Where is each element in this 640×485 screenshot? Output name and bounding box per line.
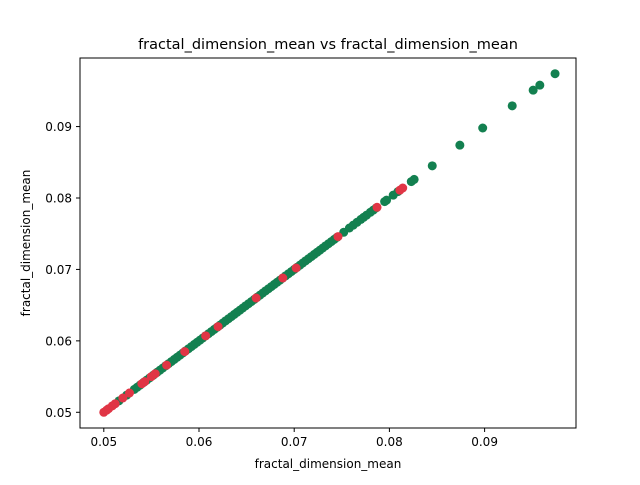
y-tick-label: 0.09 — [45, 120, 72, 134]
data-point — [478, 123, 488, 133]
data-point — [201, 331, 211, 341]
plot-area-frame — [79, 57, 577, 429]
x-tick-label: 0.08 — [376, 435, 403, 449]
data-point — [140, 377, 150, 387]
data-point — [507, 101, 517, 111]
data-point — [162, 360, 172, 370]
y-tick-label: 0.07 — [45, 263, 72, 277]
data-point — [251, 293, 261, 303]
x-tick-label: 0.09 — [471, 435, 498, 449]
data-point — [455, 140, 465, 150]
data-point — [118, 393, 128, 403]
y-tick-label: 0.05 — [45, 406, 72, 420]
data-point — [550, 69, 560, 79]
chart-title: fractal_dimension_mean vs fractal_dimens… — [138, 37, 518, 53]
data-point — [528, 85, 538, 95]
data-point — [291, 263, 301, 273]
data-point — [150, 369, 160, 379]
x-tick-label: 0.07 — [281, 435, 308, 449]
points-layer — [99, 69, 560, 417]
y-tick-label: 0.08 — [45, 192, 72, 206]
data-point — [382, 195, 392, 205]
data-point — [333, 232, 343, 242]
data-point — [427, 161, 437, 171]
data-point — [125, 388, 134, 398]
data-point — [398, 183, 408, 193]
data-point — [213, 322, 223, 332]
data-point — [409, 174, 419, 184]
data-point — [180, 347, 190, 357]
data-point — [110, 399, 120, 409]
y-axis-label: fractal_dimension_mean — [19, 170, 33, 317]
data-point — [278, 273, 288, 283]
x-axis-label: fractal_dimension_mean — [255, 457, 402, 471]
x-tick-label: 0.05 — [90, 435, 117, 449]
data-point — [372, 202, 382, 212]
x-tick-label: 0.06 — [186, 435, 213, 449]
y-tick-label: 0.06 — [45, 334, 72, 348]
ticks-layer: 0.05 0.06 0.07 0.08 0.09 0.05 0.06 0.07 0.08 0.09 — [45, 120, 498, 449]
data-point — [535, 80, 545, 90]
